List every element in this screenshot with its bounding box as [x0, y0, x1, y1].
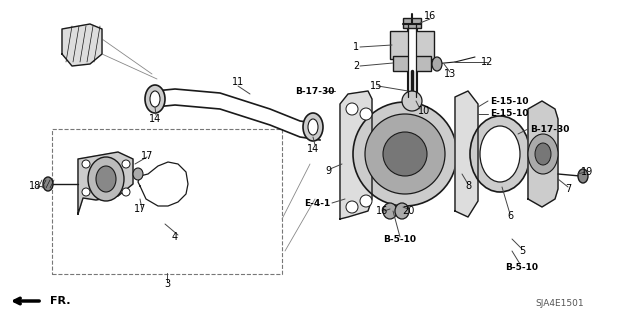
Ellipse shape — [432, 57, 442, 71]
Text: E-15-10: E-15-10 — [490, 97, 529, 106]
Text: B-17-30: B-17-30 — [530, 124, 570, 133]
Ellipse shape — [133, 168, 143, 180]
Text: FR.: FR. — [50, 296, 70, 306]
Text: 4: 4 — [172, 232, 178, 242]
Text: 14: 14 — [307, 144, 319, 154]
Text: 5: 5 — [519, 246, 525, 256]
Ellipse shape — [578, 169, 588, 183]
Ellipse shape — [122, 188, 130, 196]
Polygon shape — [455, 91, 478, 217]
Ellipse shape — [88, 157, 124, 201]
Text: 20: 20 — [402, 206, 414, 216]
Text: 2: 2 — [353, 61, 359, 71]
Ellipse shape — [395, 203, 409, 219]
Ellipse shape — [365, 114, 445, 194]
Ellipse shape — [346, 201, 358, 213]
Bar — [52, 129, 282, 274]
Ellipse shape — [308, 119, 318, 135]
Ellipse shape — [360, 108, 372, 120]
Ellipse shape — [360, 195, 372, 207]
Text: 7: 7 — [565, 184, 571, 194]
Text: E-15-10: E-15-10 — [490, 109, 529, 118]
Text: 8: 8 — [465, 181, 471, 191]
Text: 16: 16 — [376, 206, 388, 216]
Ellipse shape — [402, 91, 422, 111]
Polygon shape — [528, 101, 558, 207]
Ellipse shape — [82, 160, 90, 168]
Text: 16: 16 — [424, 11, 436, 21]
Polygon shape — [78, 152, 133, 214]
Text: 13: 13 — [444, 69, 456, 79]
Text: B-5-10: B-5-10 — [506, 263, 538, 271]
Polygon shape — [340, 91, 372, 219]
Polygon shape — [155, 89, 320, 140]
Ellipse shape — [303, 113, 323, 141]
Bar — [403, 18, 421, 28]
Ellipse shape — [528, 134, 558, 174]
Text: 17: 17 — [141, 151, 153, 161]
Ellipse shape — [383, 132, 427, 176]
Text: B-17-30: B-17-30 — [296, 86, 335, 95]
Ellipse shape — [480, 126, 520, 182]
Ellipse shape — [353, 102, 457, 206]
Ellipse shape — [535, 143, 551, 165]
Ellipse shape — [145, 85, 165, 113]
Ellipse shape — [346, 103, 358, 115]
Ellipse shape — [82, 188, 90, 196]
Text: 19: 19 — [581, 167, 593, 177]
Text: 1: 1 — [353, 42, 359, 52]
Text: 6: 6 — [507, 211, 513, 221]
Bar — [390, 31, 434, 59]
Text: SJA4E1501: SJA4E1501 — [536, 300, 584, 308]
Text: 15: 15 — [370, 81, 382, 91]
Text: 10: 10 — [418, 106, 430, 116]
Text: E-4-1: E-4-1 — [304, 199, 330, 209]
Ellipse shape — [122, 160, 130, 168]
Ellipse shape — [470, 116, 530, 192]
Text: 11: 11 — [232, 77, 244, 87]
Bar — [393, 56, 431, 71]
Polygon shape — [62, 24, 102, 66]
Ellipse shape — [150, 91, 160, 107]
Text: 9: 9 — [325, 166, 331, 176]
Text: B-5-10: B-5-10 — [383, 234, 417, 243]
Text: 12: 12 — [481, 57, 493, 67]
Text: 14: 14 — [149, 114, 161, 124]
Ellipse shape — [43, 177, 53, 191]
Ellipse shape — [96, 166, 116, 192]
Text: 17: 17 — [134, 204, 146, 214]
Text: 18: 18 — [29, 181, 41, 191]
Text: 3: 3 — [164, 279, 170, 289]
Ellipse shape — [383, 203, 397, 219]
